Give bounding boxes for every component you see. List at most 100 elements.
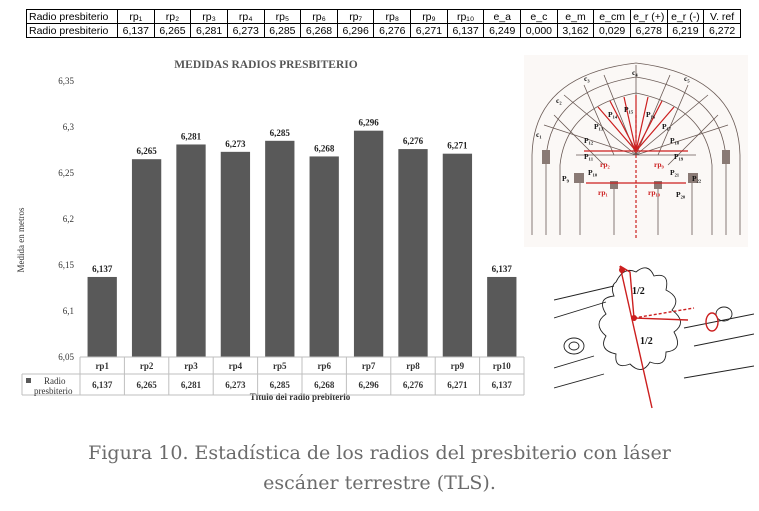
plan-vault-lines	[531, 62, 741, 235]
x-tick-label: rp4	[229, 361, 243, 371]
x-tick-label: rp7	[362, 361, 376, 371]
stats-header-cell: rp₁₀	[446, 9, 485, 24]
detail-fraction-label: 1/2	[632, 286, 645, 297]
x-tick-label: rp9	[451, 361, 465, 371]
stats-value-cell: 0,000	[520, 23, 558, 38]
y-tick-label: 6,05	[58, 352, 74, 362]
data-label: 6,137	[492, 264, 513, 274]
plan-label: P₁₅	[624, 105, 634, 114]
stats-value-cell: 6,265	[153, 23, 192, 38]
plan-label: c₃	[584, 74, 590, 83]
stats-header-cell: rp₃	[190, 9, 228, 24]
plan-label: P₁₈	[670, 136, 680, 145]
stats-value-cell: 6,276	[373, 23, 412, 38]
stats-value-cell: 6,271	[410, 23, 448, 38]
bar-rp1	[87, 276, 117, 357]
detail-fraction-label: 1/2	[640, 336, 653, 347]
plan-radius-label: rp₉	[654, 160, 665, 169]
stats-header-cell: e_m	[556, 9, 595, 24]
data-label: 6,281	[181, 131, 202, 141]
plan-label: P₁₂	[584, 136, 594, 145]
stats-header-cell: e_r (+)	[629, 9, 668, 24]
plan-label: P₂₁	[670, 168, 679, 177]
x-tick-label: rp10	[493, 361, 512, 371]
plan-label: P₂₂	[692, 174, 702, 183]
plan-label: c₅	[684, 74, 690, 83]
stats-header-row: Radio presbiterio rp₁ rp₂ rp₃ rp₄ rp₅ rp…	[26, 9, 741, 24]
stats-value-cell: 6,249	[483, 23, 522, 38]
data-label: 6,137	[92, 264, 113, 274]
x-axis-label: Título del radio prebiterio	[250, 392, 351, 402]
plan-label: P₂₀	[676, 190, 686, 199]
table-value: 6,137	[92, 380, 113, 390]
legend-label: presbiterio	[34, 386, 73, 396]
bar-rp3	[176, 144, 206, 357]
data-label: 6,271	[447, 141, 468, 151]
presbytery-plan-image: P₁₄ P₁₅ P₁₆ P₁₇ P₁₃ P₁₂ P₁₈ P₁₉ P₁₁ P₉ P…	[524, 55, 748, 247]
radius-bar-chart: MEDIDAS RADIOS PRESBITERIO Medida en met…	[16, 59, 525, 402]
stats-value-cell: 6,268	[300, 23, 338, 38]
table-value: 6,276	[403, 380, 424, 390]
x-tick-label: rp6	[317, 361, 331, 371]
detail-linework	[554, 267, 754, 389]
chart-marks: 6,05 6,1 6,15 6,2 6,25 6,3 6,35 6,137 6,265 6,281…	[21, 76, 525, 396]
stats-value-cell: 6,285	[263, 23, 302, 38]
stats-value-cell: 6,137	[117, 23, 155, 38]
stats-value-cell: 6,281	[190, 23, 228, 38]
stats-header-cell: rp₇	[336, 9, 375, 24]
stats-value-cell: 3,162	[556, 23, 595, 38]
data-label: 6,276	[403, 136, 424, 146]
y-tick-label: 6,15	[58, 260, 74, 270]
bar-rp5	[265, 140, 295, 357]
bar-rp2	[131, 159, 162, 357]
stats-header-cell: rp₅	[263, 9, 302, 24]
bar-rp4	[220, 151, 251, 357]
plan-label: c₄	[632, 68, 638, 77]
stats-value-cell: 6,273	[226, 23, 265, 38]
table-value: 6,137	[492, 380, 513, 390]
table-value: 6,265	[136, 380, 157, 390]
detail-apex-point	[619, 267, 625, 273]
figure-caption: Figura 10. Estadística de los radios del…	[0, 438, 759, 498]
detail-red-lines	[619, 265, 719, 409]
stats-header-cell: e_a	[483, 9, 522, 24]
plan-label: c₂	[556, 96, 562, 105]
bar-rp10	[487, 276, 517, 357]
stats-header-cell: rp₈	[373, 9, 412, 24]
stats-value-cell: 0,029	[593, 23, 631, 38]
stats-header-cell: rp₉	[410, 9, 448, 24]
stats-value-cell: 6,296	[336, 23, 375, 38]
plan-label: P₁₆	[646, 110, 656, 119]
stats-header-cell: rp₂	[153, 9, 192, 24]
stats-value-cell: 6,278	[629, 23, 668, 38]
x-tick-label: rp5	[273, 361, 287, 371]
y-axis-label: Medida en metros	[16, 207, 26, 272]
table-value: 6,281	[181, 380, 202, 390]
y-tick-label: 6,3	[63, 122, 75, 132]
y-tick-label: 6,2	[63, 214, 74, 224]
stats-header-cell: V. ref	[703, 9, 741, 24]
table-value: 6,268	[314, 380, 335, 390]
stats-header-cell: e_r (-)	[666, 9, 705, 24]
stats-header-cell: e_cm	[593, 9, 631, 24]
bar-rp7	[353, 130, 384, 357]
stats-header-cell: Radio presbiterio	[26, 9, 118, 24]
table-value: 6,296	[358, 380, 379, 390]
radius-stats-table: Radio presbiterio rp₁ rp₂ rp₃ rp₄ rp₅ rp…	[26, 9, 741, 38]
plan-label: P₉	[562, 174, 570, 183]
stats-header-cell: rp₄	[226, 9, 265, 24]
stats-value-cell: 6,219	[666, 23, 705, 38]
caption-line: Figura 10. Estadística de los radios del…	[88, 442, 671, 464]
table-value: 6,285	[270, 380, 291, 390]
bar-rp9	[442, 153, 473, 357]
x-tick-label: rp1	[95, 361, 109, 371]
stats-header-cell: e_c	[520, 9, 558, 24]
x-tick-label: rp2	[140, 361, 154, 371]
data-label: 6,268	[314, 143, 335, 153]
stats-value-cell: 6,137	[446, 23, 485, 38]
stats-value-row: Radio presbiterio 6,137 6,265 6,281 6,27…	[26, 23, 741, 38]
table-value: 6,271	[447, 380, 468, 390]
plan-label: P₁₁	[584, 152, 593, 161]
plan-pillars	[542, 150, 730, 189]
plan-label: P₁₄	[608, 110, 618, 119]
